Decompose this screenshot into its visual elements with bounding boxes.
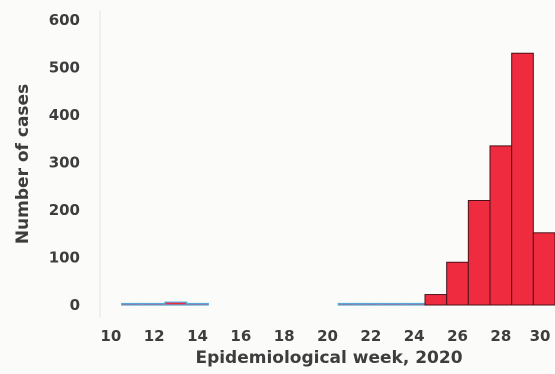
x-tick-label: 28 — [490, 327, 511, 345]
y-tick-label: 500 — [49, 59, 80, 77]
bar-week-12 — [142, 302, 166, 306]
y-tick-label: 100 — [49, 249, 80, 267]
x-tick-label: 14 — [187, 327, 208, 345]
bar-week-11 — [121, 302, 144, 306]
x-tick-labels: 10 12 14 16 18 20 22 24 26 28 30 — [100, 327, 550, 345]
y-tick-label: 400 — [49, 106, 80, 124]
bar-week-24 — [402, 302, 426, 306]
bar-week-28 — [489, 145, 513, 306]
bar-week-26 — [446, 261, 469, 306]
y-tick-label: 0 — [70, 296, 80, 314]
y-tick-label: 200 — [49, 201, 80, 219]
x-tick-label: 10 — [100, 327, 121, 345]
y-tick-label: 600 — [49, 11, 80, 29]
x-tick-label: 22 — [360, 327, 381, 345]
bar-week-30 — [532, 232, 555, 306]
y-tick-label: 300 — [49, 154, 80, 172]
x-axis-title: Epidemiological week, 2020 — [195, 348, 462, 368]
bar-week-22 — [359, 302, 383, 306]
x-tick-label: 16 — [230, 327, 251, 345]
bar-week-21 — [337, 302, 361, 306]
bar-week-25 — [424, 294, 448, 306]
x-tick-label: 18 — [274, 327, 295, 345]
bar-week-23 — [381, 302, 404, 306]
x-tick-label: 30 — [530, 327, 551, 345]
x-tick-label: 26 — [447, 327, 468, 345]
y-axis-title: Number of cases — [13, 84, 33, 244]
x-tick-label: 12 — [144, 327, 165, 345]
x-tick-label: 24 — [404, 327, 425, 345]
bar-week-13 — [164, 301, 188, 306]
bar-week-14 — [186, 302, 209, 306]
bar-week-27 — [467, 200, 491, 306]
bars-group — [121, 52, 555, 306]
x-tick-label: 20 — [317, 327, 338, 345]
bar-week-29 — [511, 52, 534, 306]
y-tick-labels: 0 100 200 300 400 500 600 — [49, 11, 80, 314]
